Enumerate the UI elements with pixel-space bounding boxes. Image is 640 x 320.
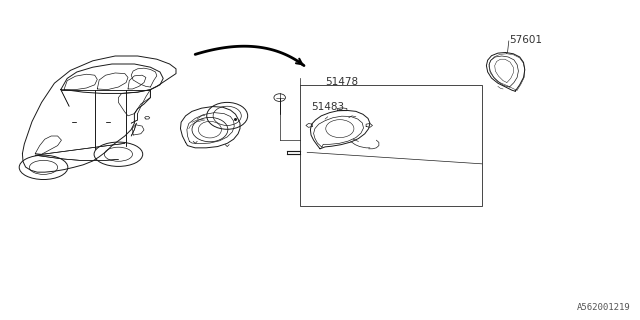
Text: 57601: 57601 [509, 35, 542, 45]
Text: 51478: 51478 [325, 76, 358, 87]
Text: A562001219: A562001219 [577, 303, 630, 312]
Text: 51483: 51483 [312, 102, 345, 112]
Bar [300, 85, 482, 206]
